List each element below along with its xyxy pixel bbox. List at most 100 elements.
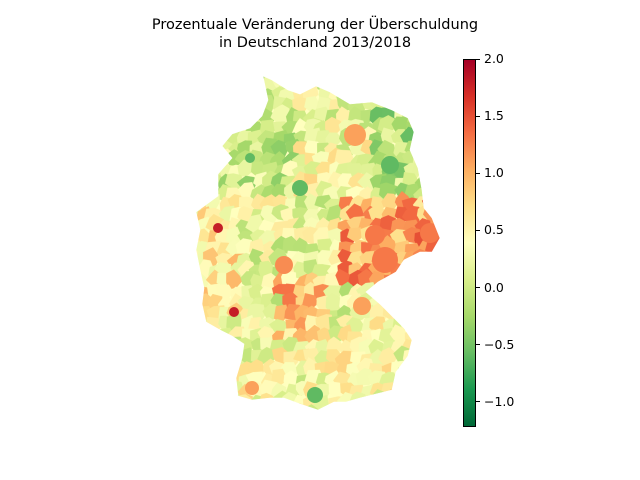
district-region xyxy=(368,404,388,410)
district-region xyxy=(196,76,202,83)
district-region xyxy=(196,76,213,92)
district-region xyxy=(203,141,220,162)
district-region xyxy=(395,367,414,387)
colorbar-tick-label: 2.0 xyxy=(484,51,504,66)
district-region xyxy=(205,105,222,125)
district-region xyxy=(246,76,264,89)
district-region xyxy=(196,76,212,78)
district-region xyxy=(401,394,419,410)
district-region xyxy=(238,407,258,410)
colorbar xyxy=(463,59,476,427)
district-region xyxy=(347,76,366,82)
district-region xyxy=(205,339,221,357)
district-region xyxy=(196,293,199,312)
district-region xyxy=(196,88,212,108)
district-region xyxy=(196,403,213,410)
district-region xyxy=(216,381,236,402)
district-region xyxy=(196,76,201,91)
district-region xyxy=(239,105,260,124)
district-region xyxy=(196,369,216,389)
district-region xyxy=(203,76,221,93)
district-region xyxy=(204,118,222,137)
district-region xyxy=(421,407,440,410)
district-region xyxy=(422,319,440,334)
district-region xyxy=(353,297,371,315)
colorbar-tick-label: 1.0 xyxy=(484,165,504,181)
map-title-line-2: in Deutschland 2013/2018 xyxy=(218,35,412,51)
district-region xyxy=(411,292,431,310)
district-region xyxy=(382,292,398,310)
district-region xyxy=(196,95,200,112)
district-region xyxy=(416,340,435,357)
district-region xyxy=(360,85,379,104)
district-region xyxy=(275,256,293,274)
district-region xyxy=(196,132,209,152)
district-region xyxy=(413,271,431,289)
district-region xyxy=(237,76,253,92)
district-region xyxy=(240,95,260,115)
district-region xyxy=(196,152,204,170)
district-region xyxy=(423,396,440,410)
colorbar-tick-mark xyxy=(476,115,480,117)
district-region xyxy=(247,86,269,104)
district-region xyxy=(423,294,440,313)
colorbar-tick-mark xyxy=(476,229,480,231)
district-region xyxy=(270,76,286,79)
district-region xyxy=(228,402,249,410)
district-region xyxy=(382,76,399,83)
district-region xyxy=(401,76,421,80)
district-region xyxy=(196,347,211,366)
district-region xyxy=(203,96,222,114)
colorbar-tick-mark xyxy=(476,172,480,174)
district-region xyxy=(196,98,211,116)
district-region xyxy=(416,105,435,126)
district-region xyxy=(205,395,225,410)
map-title-line-1: Prozentuale Veränderung der Überschuldun… xyxy=(151,17,479,33)
district-region xyxy=(223,84,242,104)
district-region xyxy=(196,337,209,357)
district-region xyxy=(196,324,201,343)
germany-outline xyxy=(195,75,441,411)
district-region xyxy=(403,370,424,387)
district-region xyxy=(334,403,353,410)
district-region xyxy=(391,76,410,90)
district-region xyxy=(421,192,440,212)
district-region xyxy=(404,261,425,281)
district-region xyxy=(414,87,435,105)
district-region xyxy=(203,85,220,107)
district-region xyxy=(425,374,440,392)
district-region xyxy=(196,182,205,199)
colorbar-tick-mark xyxy=(476,401,480,403)
district-region xyxy=(400,296,419,314)
district-region xyxy=(216,108,238,128)
district-region xyxy=(335,76,355,92)
district-region xyxy=(216,338,237,353)
district-region xyxy=(215,99,230,115)
district-region xyxy=(401,283,420,303)
district-region xyxy=(196,107,200,127)
district-region xyxy=(416,138,434,159)
district-region xyxy=(205,76,225,81)
district-region xyxy=(420,223,440,243)
district-region xyxy=(371,85,388,103)
district-region xyxy=(293,76,310,89)
colorbar-tick-label: −1.0 xyxy=(484,393,515,409)
district-region xyxy=(402,93,420,113)
district-region xyxy=(239,76,257,82)
district-region xyxy=(379,76,400,93)
district-region xyxy=(355,368,374,386)
colorbar-tick-label: 0.5 xyxy=(484,222,504,238)
district-region xyxy=(404,359,424,378)
district-region xyxy=(205,373,225,389)
district-region xyxy=(391,290,410,310)
district-region xyxy=(422,287,440,304)
district-region xyxy=(291,76,311,81)
district-region xyxy=(245,381,259,395)
district-region xyxy=(380,407,399,410)
district-region xyxy=(401,403,420,410)
district-region xyxy=(196,283,199,303)
district-region xyxy=(196,394,200,410)
district-region xyxy=(196,380,199,400)
district-region xyxy=(271,405,290,410)
